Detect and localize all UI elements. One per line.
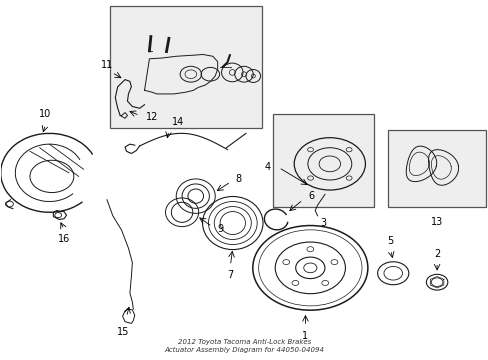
Text: 2012 Toyota Tacoma Anti-Lock Brakes
Actuator Assembly Diagram for 44050-04094: 2012 Toyota Tacoma Anti-Lock Brakes Actu… xyxy=(164,339,324,353)
Text: 15: 15 xyxy=(117,327,129,337)
Text: 11: 11 xyxy=(101,59,113,69)
Text: 9: 9 xyxy=(217,225,223,234)
Bar xyxy=(387,130,485,207)
Text: 1: 1 xyxy=(302,331,308,341)
Text: 13: 13 xyxy=(430,217,442,227)
Text: 8: 8 xyxy=(235,174,242,184)
Text: 2: 2 xyxy=(433,249,439,259)
Text: 14: 14 xyxy=(172,117,184,127)
Text: 16: 16 xyxy=(58,234,70,244)
Text: 12: 12 xyxy=(146,112,158,122)
Bar xyxy=(272,114,373,207)
Text: 5: 5 xyxy=(387,236,393,246)
Text: 6: 6 xyxy=(307,191,313,201)
Text: 10: 10 xyxy=(40,109,52,119)
Text: 3: 3 xyxy=(320,218,325,228)
Text: 7: 7 xyxy=(227,270,233,280)
Text: 4: 4 xyxy=(264,162,270,172)
Bar xyxy=(110,6,261,128)
